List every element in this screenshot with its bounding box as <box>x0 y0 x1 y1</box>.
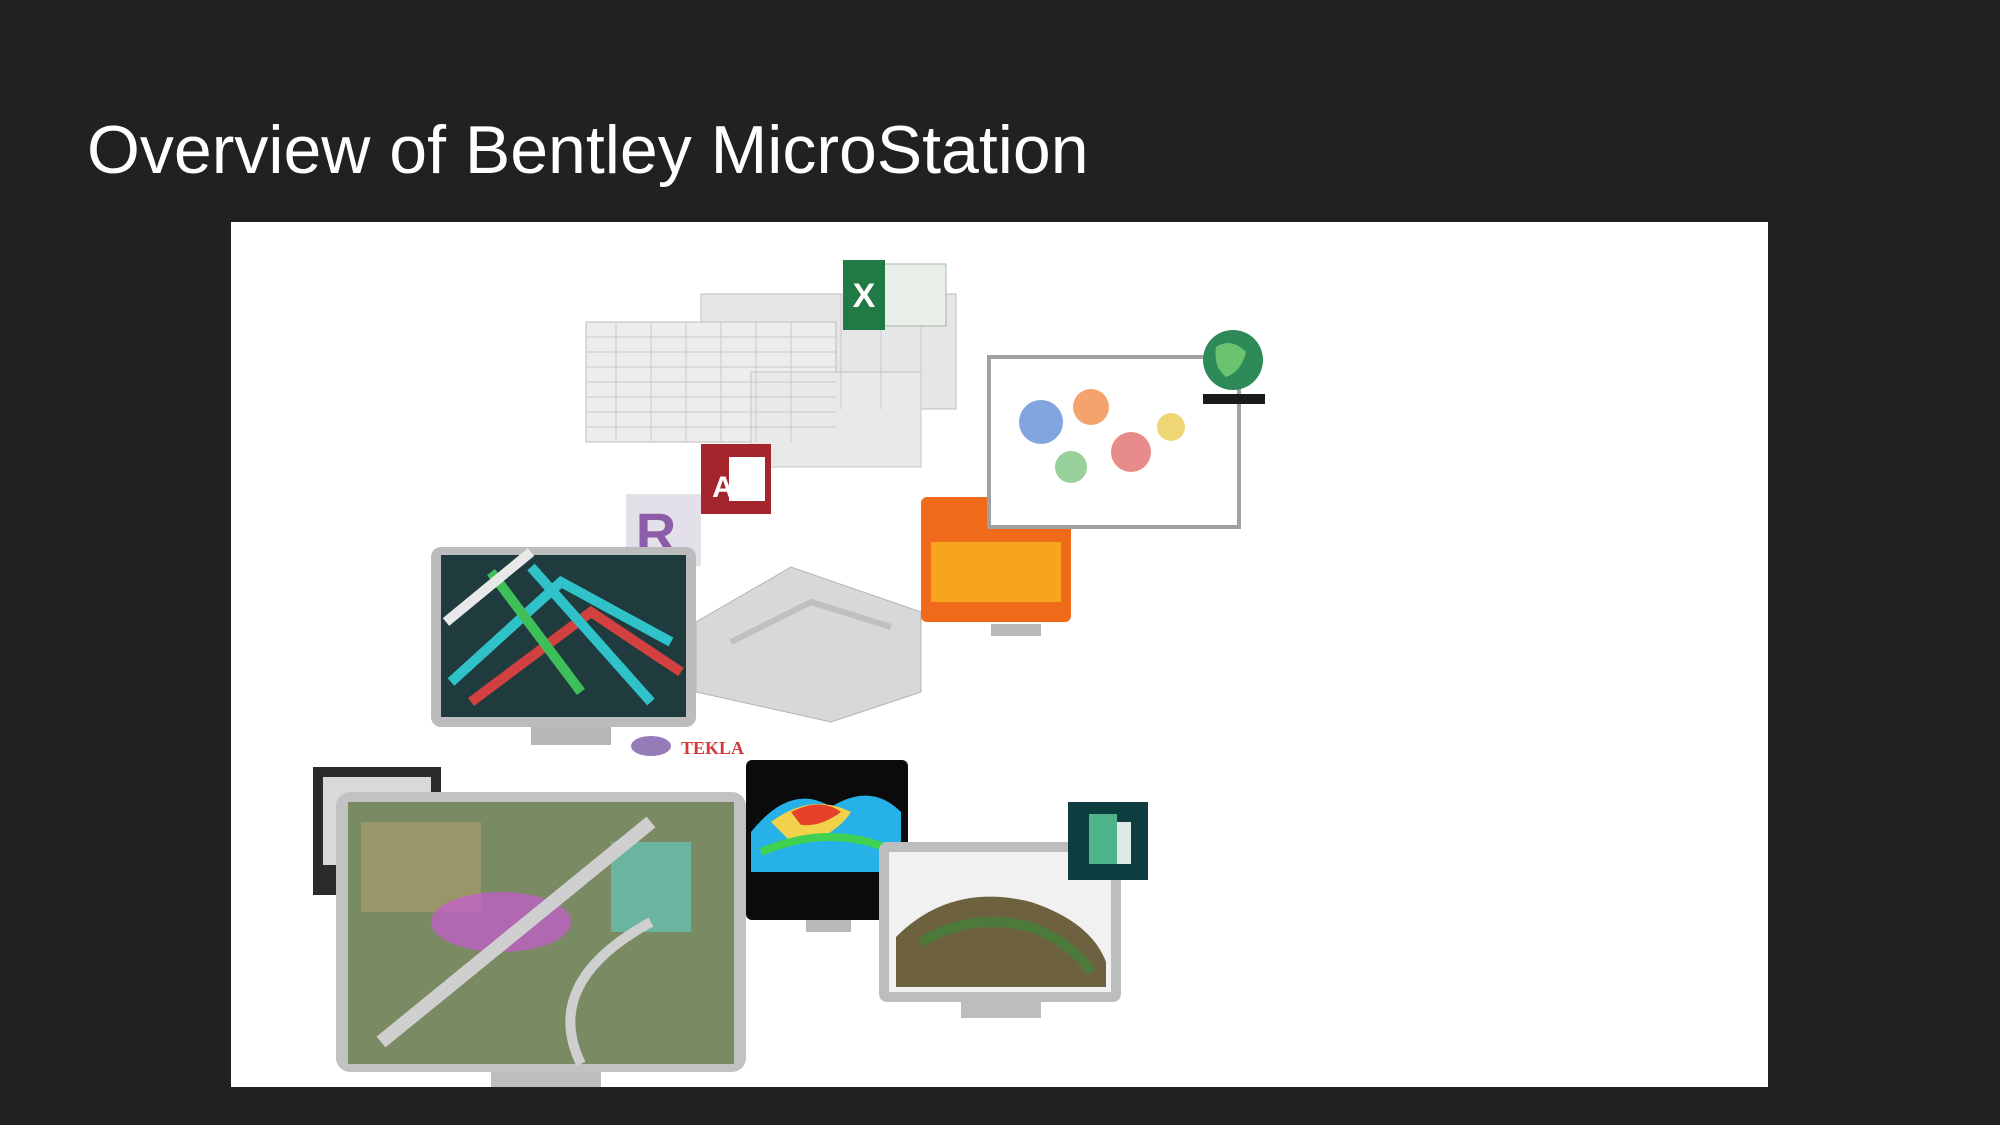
svg-text:A: A <box>712 471 734 504</box>
building-icon <box>1068 802 1148 880</box>
monitor-aerial-map <box>336 792 746 1087</box>
building-model-graphic <box>695 566 922 723</box>
globe-icon <box>1203 330 1265 404</box>
slide-title: Overview of Bentley MicroStation <box>87 112 1089 188</box>
software-collage-image: X A R <box>231 222 1768 1087</box>
monitor-3d-model <box>431 547 696 745</box>
access-icon: A <box>701 444 771 514</box>
excel-icon: X <box>843 260 947 330</box>
map-sheet-graphic <box>987 355 1241 529</box>
svg-text:X: X <box>853 277 876 315</box>
tekla-logo: TEKLA <box>631 736 744 758</box>
svg-text:TEKLA: TEKLA <box>681 738 744 758</box>
